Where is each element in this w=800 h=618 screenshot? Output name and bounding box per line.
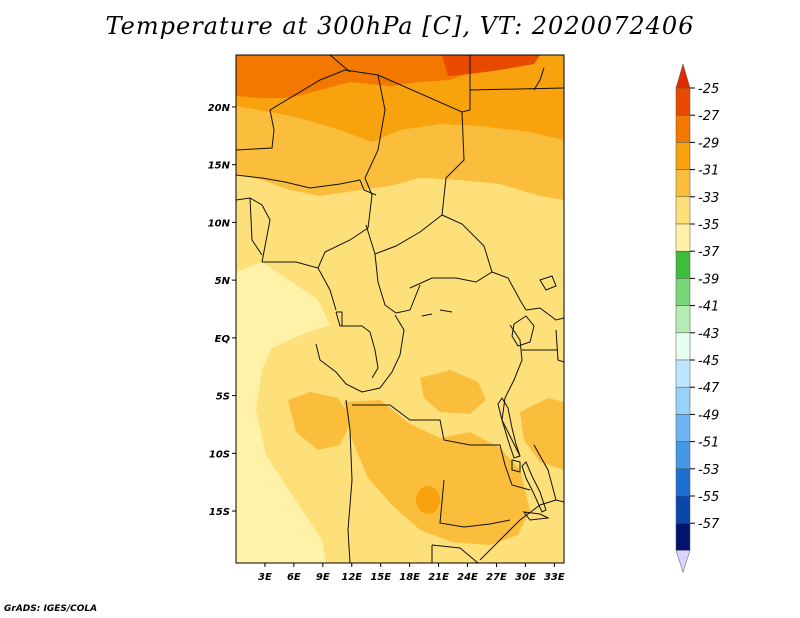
band-29-core <box>416 486 440 514</box>
latitude-axis: 20N 15N 10N 5N EQ 5S 10S 15S <box>208 103 236 518</box>
river-marks <box>421 309 453 317</box>
grads-credit: GrADS: IGES/COLA <box>4 604 98 614</box>
colorbar-swatch <box>675 386 691 415</box>
colorbar-swatch <box>675 250 691 279</box>
lon-tick-label: 15E <box>370 572 391 583</box>
lat-tick-label: 15S <box>209 507 230 518</box>
lon-tick-label: 6E <box>287 572 301 583</box>
colorbar-label: -29 <box>698 136 719 151</box>
lat-tick-label: 10N <box>208 218 231 229</box>
lat-tick-label: 20N <box>208 103 231 114</box>
colorbar-swatch <box>675 468 691 497</box>
colorbar-swatch <box>675 332 691 361</box>
band-35-southwest <box>236 262 330 563</box>
colorbar-label: -31 <box>698 164 719 179</box>
lake-kariba <box>522 511 550 521</box>
lake-mweru <box>511 459 521 473</box>
lon-tick-label: 33E <box>544 572 565 583</box>
band-31-central <box>420 370 486 414</box>
lake-victoria <box>511 315 535 347</box>
colorbar-swatch <box>675 305 691 334</box>
colorbar-swatch <box>675 414 691 442</box>
lon-tick-label: 9E <box>316 572 330 583</box>
colorbar-label: -47 <box>698 381 720 396</box>
longitude-axis: 3E 6E 9E 12E 15E 18E 21E 24E 27E 30E 33E <box>258 563 565 583</box>
colorbar-label: -25 <box>698 82 719 97</box>
colorbar-swatch <box>675 223 691 252</box>
colorbar-label: -45 <box>698 354 719 369</box>
chart-title: Temperature at 300hPa [C], VT: 202007240… <box>105 12 695 40</box>
lat-tick-label: 5N <box>215 276 231 287</box>
band-25-north <box>442 55 540 76</box>
band-31-south <box>344 400 530 545</box>
colorbar-swatch <box>675 114 691 143</box>
lakes <box>421 275 557 521</box>
lon-tick-label: 18E <box>399 572 420 583</box>
lon-tick-label: 30E <box>515 572 536 583</box>
colorbar-top-arrow <box>675 63 691 89</box>
colorbar-swatch <box>675 278 691 306</box>
colorbar-swatch <box>675 142 691 170</box>
colorbar-bottom-arrow <box>675 550 691 574</box>
band-31-west <box>288 392 352 450</box>
band-31-east <box>520 398 564 470</box>
colorbar-label: -55 <box>698 490 719 505</box>
colorbar-swatch <box>675 169 691 198</box>
colorbar-label: -53 <box>698 463 719 478</box>
colorbar-label: -35 <box>698 218 719 233</box>
colorbar-swatch <box>675 495 691 524</box>
lake-tanganyika <box>497 397 521 459</box>
country-borders <box>236 55 564 563</box>
lon-tick-label: 27E <box>486 572 507 583</box>
lon-tick-label: 12E <box>341 572 362 583</box>
lon-tick-label: 21E <box>428 572 449 583</box>
lake-malawi <box>521 461 547 513</box>
lat-tick-label: 5S <box>216 392 230 403</box>
band-27-north <box>236 55 472 98</box>
colorbar-label: -39 <box>698 272 719 287</box>
colorbar-label: -51 <box>698 436 719 451</box>
colorbar-swatch <box>675 441 691 470</box>
temperature-field <box>236 55 564 563</box>
colorbar-swatch <box>675 359 691 388</box>
colorbar-label: -43 <box>698 327 719 342</box>
colorbar-label: -49 <box>698 408 719 423</box>
colorbar-label: -41 <box>698 300 719 315</box>
lake-turkana <box>539 275 557 291</box>
colorbar-label: -27 <box>698 109 720 124</box>
colorbar-label: -33 <box>698 191 719 206</box>
lat-tick-label: EQ <box>215 334 231 345</box>
colorbar-swatch <box>675 522 691 551</box>
lon-tick-label: 3E <box>258 572 272 583</box>
colorbar-swatch <box>675 87 691 116</box>
colorbar: -25 -27 -29 -31 -33 -35 -37 -39 -41 -43 -45 -47 -49 -… <box>675 63 720 574</box>
colorbar-swatch <box>675 196 691 225</box>
lat-tick-label: 15N <box>208 161 231 172</box>
lon-tick-label: 24E <box>457 572 478 583</box>
lat-tick-label: 10S <box>209 449 230 460</box>
map-frame <box>235 54 565 564</box>
colorbar-label: -57 <box>698 517 720 532</box>
colorbar-label: -37 <box>698 245 720 260</box>
